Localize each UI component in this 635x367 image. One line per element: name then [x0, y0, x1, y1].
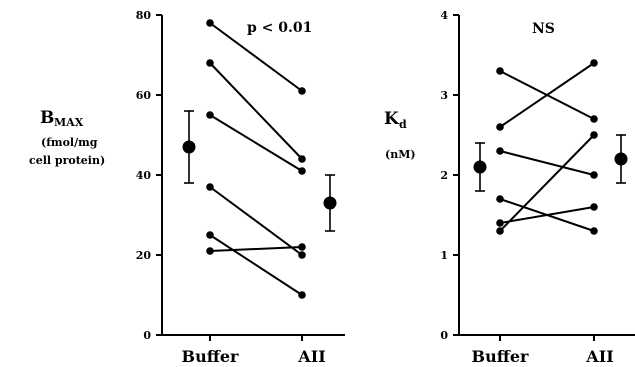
left-point-aii	[298, 291, 306, 299]
left-point-aii	[298, 251, 306, 259]
right-y-tick-label: 3	[440, 89, 448, 102]
right-plot-area: 0 1 2 3 4 Buffer AII	[440, 9, 635, 366]
right-point-buffer	[496, 227, 504, 235]
left-point-buffer	[206, 19, 214, 27]
right-pair-line	[499, 150, 595, 176]
right-category-label: AII	[585, 347, 613, 366]
left-point-aii	[298, 167, 306, 175]
right-point-buffer	[496, 219, 504, 227]
right-point-buffer	[496, 195, 504, 203]
right-point-aii	[590, 131, 598, 139]
left-pair-line	[209, 62, 303, 160]
left-category-label: Buffer	[182, 347, 239, 366]
right-point-aii	[590, 59, 598, 67]
left-y-tick-label: 20	[136, 249, 152, 262]
right-ylabel-unit-1: (nM)	[385, 148, 416, 161]
right-point-buffer	[496, 147, 504, 155]
right-y-tick-label: 1	[440, 249, 448, 262]
right-y-tick-label: 4	[440, 9, 448, 22]
left-pair-line	[209, 234, 303, 296]
left-pair-line	[209, 186, 303, 256]
left-point-aii	[298, 243, 306, 251]
right-point-aii	[590, 227, 598, 235]
right-point-buffer	[496, 123, 504, 131]
right-y-tick-label: 2	[440, 169, 448, 182]
left-y-tick-label: 80	[136, 9, 152, 22]
left-category-label: AII	[297, 347, 325, 366]
right-mean-point	[614, 152, 628, 166]
left-point-buffer	[206, 183, 214, 191]
left-pair-line	[209, 22, 303, 92]
left-mean-point	[182, 140, 196, 154]
right-category-label: Buffer	[472, 347, 529, 366]
left-point-buffer	[206, 59, 214, 67]
right-ylabel-main: K	[384, 109, 400, 129]
right-ylabel-sub: d	[399, 118, 407, 131]
right-pair-line	[499, 62, 595, 128]
left-y-axis-label: B MAX (fmol/mg cell protein)	[29, 108, 105, 167]
left-ylabel-unit-2: cell protein)	[29, 154, 105, 167]
left-point-buffer	[206, 111, 214, 119]
left-y-tick-label: 40	[136, 169, 152, 182]
left-point-buffer	[206, 247, 214, 255]
left-annotation: p < 0.01	[247, 20, 312, 36]
right-mean-point	[473, 160, 487, 174]
right-point-aii	[590, 115, 598, 123]
right-pair-line	[499, 206, 595, 224]
right-y-axis-label: K d (nM)	[384, 109, 416, 161]
left-point-buffer	[206, 231, 214, 239]
left-ylabel-unit-1: (fmol/mg	[41, 136, 98, 149]
right-point-aii	[590, 171, 598, 179]
right-panel: K d (nM) 0 1 2 3 4 Buffer AII NS	[384, 9, 635, 366]
left-point-aii	[298, 155, 306, 163]
left-pair-line	[209, 246, 303, 252]
left-y-tick-label: 60	[136, 89, 152, 102]
left-y-tick-label: 0	[143, 329, 151, 342]
right-point-buffer	[496, 67, 504, 75]
right-y-tick-label: 0	[440, 329, 448, 342]
left-mean-point	[323, 196, 337, 210]
right-pair-line	[499, 134, 595, 232]
left-pair-line	[209, 114, 303, 172]
left-plot-area: 0 20 40 60 80 Buffer AII	[136, 9, 345, 366]
left-panel: B MAX (fmol/mg cell protein) 0 20 40 60 80 Bu…	[29, 9, 345, 366]
right-annotation: NS	[532, 21, 555, 37]
left-point-aii	[298, 87, 306, 95]
left-ylabel-main: B	[40, 108, 54, 128]
left-ylabel-sub: MAX	[54, 116, 84, 129]
right-point-aii	[590, 203, 598, 211]
